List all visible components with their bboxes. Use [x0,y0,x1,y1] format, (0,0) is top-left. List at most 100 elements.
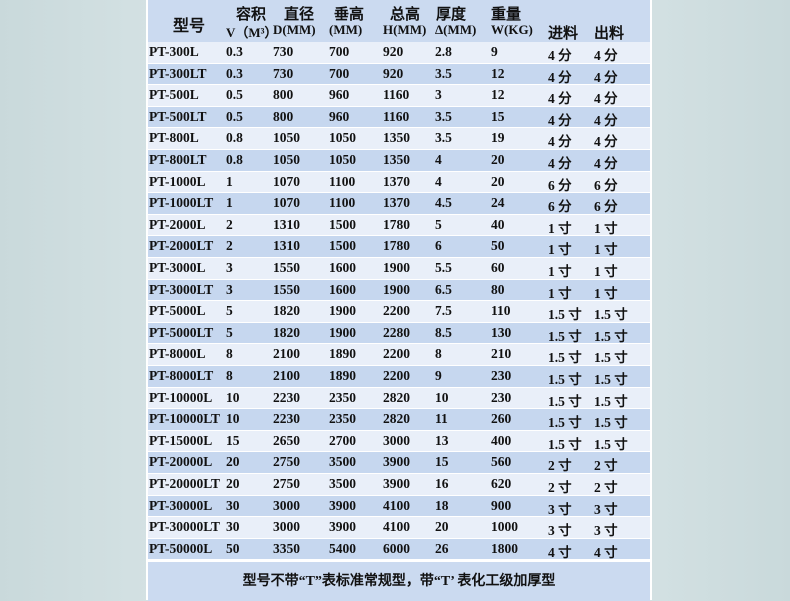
table-cell: 0.3 [226,44,243,59]
table-cell: 2750 [273,476,300,491]
table-cell: 3 寸 [594,501,618,517]
table-cell: 1050 [329,130,356,146]
table-cell: 1890 [329,346,356,362]
table-cell: 4 寸 [548,544,572,560]
table-cell: 3 [435,87,442,103]
table-cell: 2200 [383,346,410,362]
table-cell: PT-300L [149,44,199,59]
table-cell: 1820 [273,303,300,319]
table-cell: 2100 [273,346,300,362]
table-cell: 1 [226,173,233,189]
table-row: PT-500L 0.5 800 960 1160 3 12 4 分 4 分 [148,85,650,107]
table-cell: 960 [329,108,350,124]
table-cell: 15 [491,108,505,124]
table-cell: 4 分 [594,156,618,171]
table-cell: 4 分 [594,91,618,107]
table-cell: 2280 [383,324,410,340]
table-cell: 800 [273,87,294,103]
footer-note: 型号不带“T”表标准常规型，带“T’ 表化工级加厚型 [148,561,650,601]
header-col-unit: H(MM) [383,22,427,37]
table-row: PT-5000LT 5 1820 1900 2280 8.5 130 1.5 寸 1.5 寸 [148,322,650,345]
table-cell: PT-800L [149,130,199,146]
header-col-unit: 进料 [548,26,579,42]
table-cell: 1500 [329,216,356,232]
table-cell: 1780 [383,216,410,232]
table-cell: 1780 [383,238,410,254]
table-cell: PT-300LT [149,65,207,81]
table-cell: 2 寸 [594,458,618,474]
table-cell: 24 [491,195,505,211]
table-cell: 60 [491,260,505,275]
table-cell: 18 [435,497,449,513]
table-cell: 400 [491,432,512,448]
table-cell: 5 [435,216,442,232]
table-cell: 20 [435,519,449,535]
table-cell: 730 [273,44,294,59]
table-cell: 11 [435,411,448,427]
table-row: PT-10000LT 10 2230 2350 2820 11 260 1.5 寸 1.5 寸 [148,409,650,431]
table-cell: 1.5 寸 [594,393,628,409]
header-col-unit: 出料 [594,26,625,42]
table-cell: 19 [491,130,505,146]
table-cell: PT-5000LT [149,324,214,340]
table-cell: 5.5 [435,260,452,275]
table-cell: 0.5 [226,87,243,103]
table-cell: 110 [491,303,511,319]
table-cell: 3000 [273,497,300,513]
table-cell: 50 [491,238,505,254]
table-cell: 13 [435,432,449,448]
table-cell: 6000 [383,540,410,556]
table-cell: 1100 [329,195,356,211]
table-cell: 1 寸 [594,242,618,258]
table-cell: 1070 [273,173,300,189]
table-cell: 1800 [491,540,518,556]
header-col-title: 容积 [236,7,267,23]
table-cell: 2200 [383,303,410,319]
table-cell: PT-800LT [149,152,207,167]
table-cell: 10 [226,411,240,427]
table-cell: 15 [226,432,240,448]
table-cell: 6 分 [594,177,618,193]
table-cell: 1100 [329,173,356,189]
table-cell: 5 [226,303,233,319]
table-cell: 1050 [273,130,300,146]
header-col-unit: W(KG) [491,22,533,37]
table-cell: 50 [226,540,240,556]
table-cell: 2650 [273,432,300,448]
table-cell: PT-500L [149,87,199,103]
table-row: PT-20000L 20 2750 3500 3900 15 560 2 寸 2 寸 [148,452,650,474]
header-col-title: 垂高 [334,7,365,23]
table-cell: 0.3 [226,65,243,81]
header-col-unit: Δ(MM) [435,22,477,37]
table-cell: 1000 [491,519,518,535]
table-cell: 80 [491,281,505,297]
table-cell: 10 [435,389,449,405]
table-cell: 12 [491,87,505,103]
table-cell: PT-5000L [149,303,206,319]
table-cell: 2 寸 [548,458,572,474]
table-cell: 730 [273,65,294,81]
table-cell: 6 分 [548,199,572,215]
table-cell: 3.5 [435,130,452,146]
table-cell: 0.5 [226,108,243,124]
table-cell: 8.5 [435,324,452,340]
table-cell: 9 [491,44,498,59]
table-cell: 1900 [383,260,410,275]
table-cell: 1.5 寸 [594,307,628,323]
table-cell: 20 [226,476,240,491]
table-cell: 40 [491,216,505,232]
table-row: PT-15000L 15 2650 2700 3000 13 400 1.5 寸 1.5 寸 [148,430,650,453]
table-cell: 3350 [273,540,300,556]
header-col-title: 直径 [284,7,315,23]
table-cell: 4100 [383,497,410,513]
table-cell: 15 [435,454,449,470]
table-cell: 1900 [329,303,356,319]
table-cell: 1900 [329,324,356,340]
table-cell: 1.5 寸 [548,393,582,409]
table-row: PT-300LT 0.3 730 700 920 3.5 12 4 分 4 分 [148,63,650,86]
table-cell: PT-20000L [149,454,213,470]
table-cell: 1.5 寸 [594,350,628,366]
table-cell: PT-2000L [149,216,206,232]
table-header: 型号 容积 V（M³） 直径 D(MM) 垂高 (MM) 总高 H(MM) 厚度 Δ(MM) 重量 W… [148,0,650,42]
table-cell: 960 [329,87,350,103]
